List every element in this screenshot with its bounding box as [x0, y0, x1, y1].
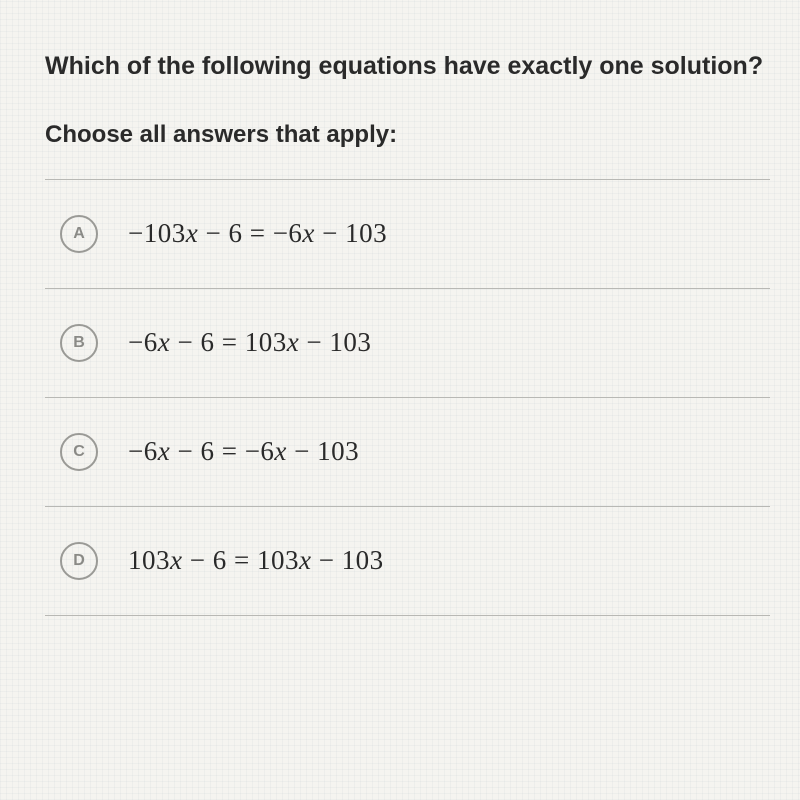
const1: 6 [200, 436, 214, 466]
option-equation: −103x − 6 = −6x − 103 [128, 218, 387, 249]
question-text: Which of the following equations have ex… [45, 50, 770, 83]
option-letter-circle: B [60, 324, 98, 362]
option-equation: −6x − 6 = −6x − 103 [128, 436, 359, 467]
coef2: 103 [245, 327, 287, 357]
coef1: −6 [128, 436, 158, 466]
const1: 6 [228, 218, 242, 248]
coef2: −6 [245, 436, 275, 466]
option-b[interactable]: B −6x − 6 = 103x − 103 [45, 289, 770, 398]
option-letter: C [73, 443, 85, 461]
coef1: −6 [128, 327, 158, 357]
option-letter-circle: A [60, 215, 98, 253]
option-letter: A [73, 225, 85, 243]
instruction-text: Choose all answers that apply: [45, 121, 770, 149]
options-list: A −103x − 6 = −6x − 103 B −6x − 6 = 103x… [45, 179, 770, 616]
option-letter-circle: D [60, 542, 98, 580]
const2: 103 [329, 327, 371, 357]
const2: 103 [345, 218, 387, 248]
option-letter: D [73, 552, 85, 570]
const2: 103 [342, 545, 384, 575]
option-c[interactable]: C −6x − 6 = −6x − 103 [45, 398, 770, 507]
const1: 6 [200, 327, 214, 357]
option-a[interactable]: A −103x − 6 = −6x − 103 [45, 180, 770, 289]
option-equation: 103x − 6 = 103x − 103 [128, 545, 384, 576]
option-letter-circle: C [60, 433, 98, 471]
option-d[interactable]: D 103x − 6 = 103x − 103 [45, 507, 770, 616]
option-equation: −6x − 6 = 103x − 103 [128, 327, 371, 358]
option-letter: B [73, 334, 85, 352]
coef2: −6 [273, 218, 303, 248]
coef1: −103 [128, 218, 186, 248]
const2: 103 [317, 436, 359, 466]
coef1: 103 [128, 545, 170, 575]
coef2: 103 [257, 545, 299, 575]
const1: 6 [213, 545, 227, 575]
